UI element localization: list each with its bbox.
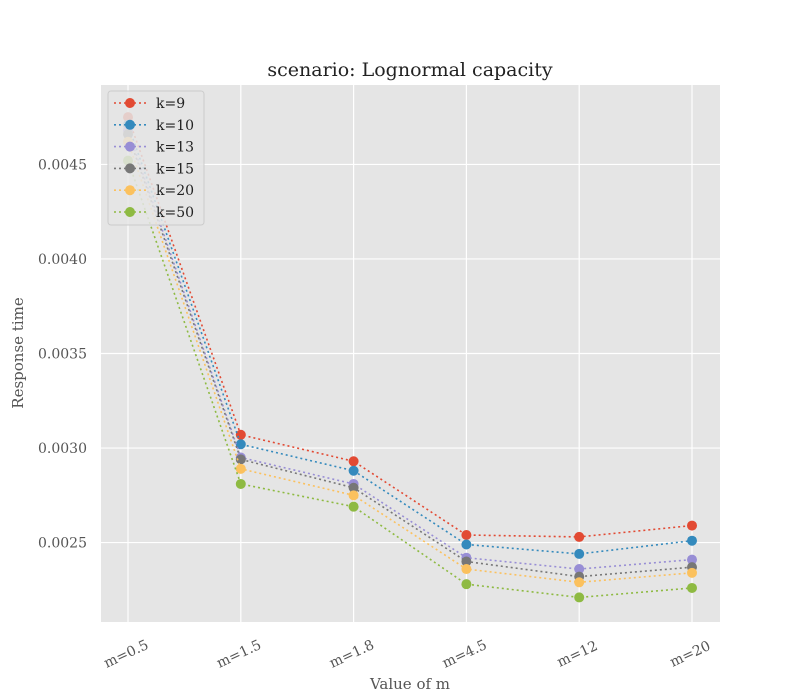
y-tick-label: 0.0025	[38, 536, 87, 552]
legend-item[interactable]: k=50	[114, 205, 194, 221]
data-point	[461, 579, 472, 590]
series-line	[127, 116, 693, 538]
data-point	[687, 567, 697, 578]
legend-item[interactable]: k=15	[114, 161, 194, 177]
x-tick-label: m=1.5	[214, 637, 264, 671]
data-point	[574, 592, 585, 603]
y-axis-label: Response time	[9, 297, 27, 409]
x-tick-label: m=20	[668, 638, 714, 671]
legend-item[interactable]: k=9	[114, 96, 185, 112]
legend-label: k=15	[156, 161, 194, 177]
legend-label: k=20	[156, 183, 194, 199]
data-point	[687, 535, 697, 546]
y-tick-label: 0.0035	[38, 347, 87, 363]
x-tick-label: m=1.8	[327, 637, 377, 671]
data-point	[461, 556, 472, 567]
data-point	[348, 501, 359, 512]
legend-item[interactable]: k=10	[114, 118, 194, 134]
x-tick-labels: m=0.5 m=1.5 m=1.8 m=4.5 m=12 m=20	[102, 637, 714, 671]
series-line	[127, 160, 693, 599]
data-point	[574, 577, 585, 588]
series-line	[127, 124, 693, 555]
data-point	[461, 539, 472, 550]
x-tick-label: m=12	[555, 638, 601, 671]
data-point	[687, 582, 697, 593]
data-point	[461, 530, 472, 541]
data-point	[348, 456, 359, 467]
legend-label: k=13	[156, 140, 194, 156]
data-point	[574, 564, 585, 575]
series-k-50	[123, 155, 697, 603]
legend-item[interactable]: k=13	[114, 140, 194, 156]
x-tick-label: m=0.5	[102, 637, 152, 671]
data-point	[235, 429, 246, 440]
legend-marker	[125, 141, 135, 152]
y-tick-label: 0.0030	[38, 441, 87, 457]
data-point	[348, 482, 359, 493]
legend-marker	[125, 185, 135, 196]
data-point	[574, 548, 585, 559]
data-point	[235, 463, 246, 474]
data-point	[348, 465, 359, 476]
data-point	[687, 554, 697, 565]
series-group	[123, 112, 697, 603]
legend-label: k=9	[156, 96, 185, 112]
legend-marker	[125, 207, 135, 217]
data-point	[574, 531, 585, 542]
chart-title: scenario: Lognormal capacity	[267, 59, 552, 81]
legend-marker	[125, 163, 135, 174]
x-tick-label: m=4.5	[440, 637, 490, 671]
legend-item[interactable]: k=20	[114, 183, 194, 199]
legend-marker	[125, 119, 135, 130]
y-tick-label: 0.0040	[38, 252, 87, 268]
legend-marker	[125, 98, 135, 108]
data-point	[235, 439, 246, 450]
x-axis-label: Value of m	[369, 675, 450, 693]
y-tick-labels: 0.0025 0.0030 0.0035 0.0040 0.0045	[38, 157, 87, 551]
data-point	[461, 564, 472, 575]
legend-label: k=50	[156, 205, 194, 221]
series-line	[127, 133, 693, 578]
y-tick-label: 0.0045	[38, 157, 87, 173]
data-point	[235, 478, 246, 489]
data-point	[348, 490, 359, 501]
legend-label: k=10	[156, 118, 194, 134]
data-point	[687, 520, 697, 531]
legend[interactable]: k=9 k=10 k=13 k=15 k=20 k=50	[107, 90, 205, 226]
data-point	[235, 454, 246, 465]
